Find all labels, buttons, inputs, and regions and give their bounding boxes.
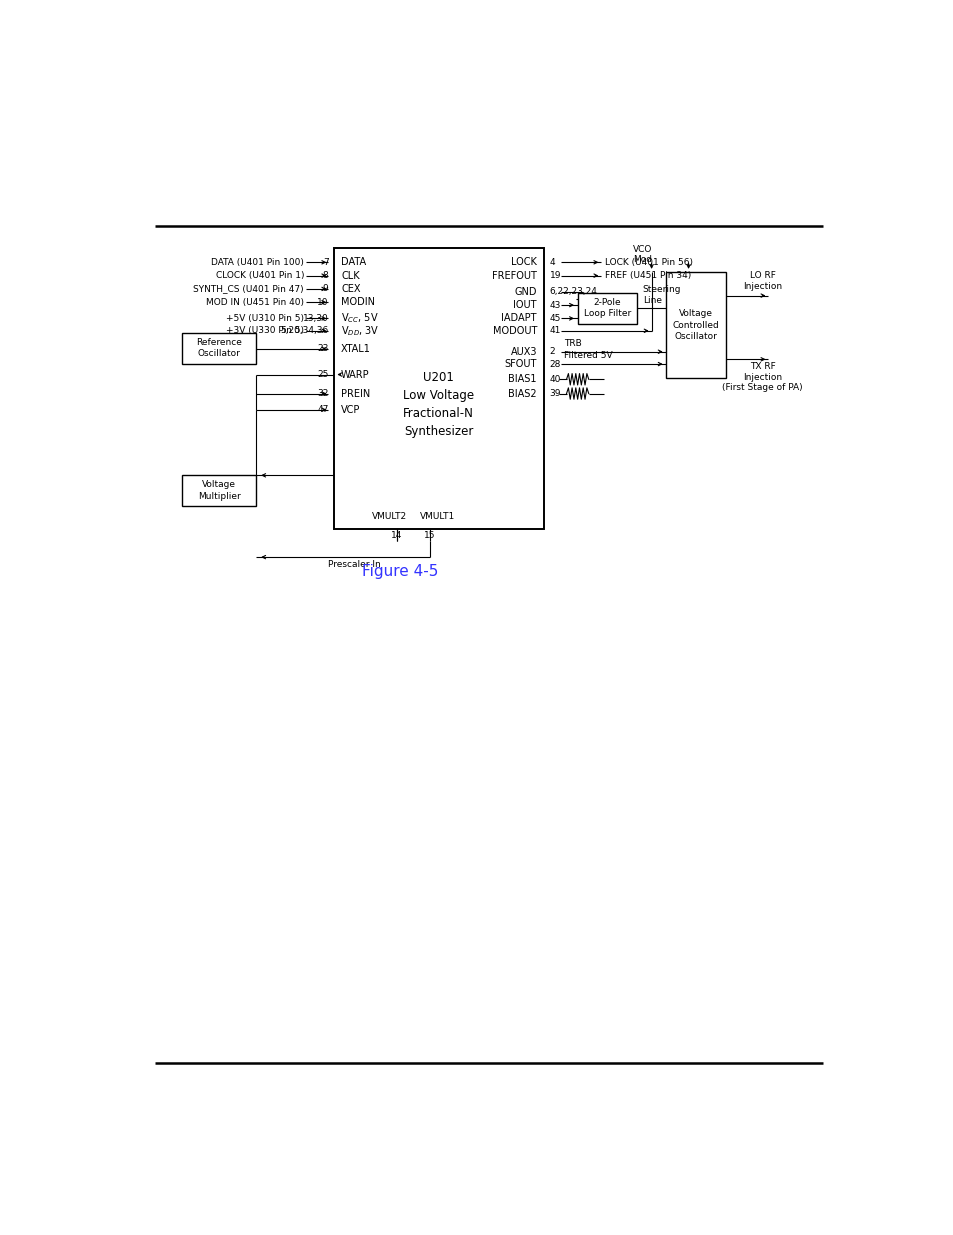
Text: 8: 8 [322, 272, 328, 280]
Text: LO RF
Injection: LO RF Injection [742, 272, 781, 291]
Text: CEX: CEX [341, 284, 360, 294]
Text: DATA (U401 Pin 100): DATA (U401 Pin 100) [211, 258, 304, 267]
Text: 15: 15 [423, 531, 436, 541]
Bar [665, 272, 724, 378]
Text: 2-Pole
Loop Filter: 2-Pole Loop Filter [583, 299, 630, 319]
Text: CLK: CLK [341, 270, 359, 280]
Text: GND: GND [514, 287, 537, 296]
Text: U201
Low Voltage
Fractional-N
Synthesizer: U201 Low Voltage Fractional-N Synthesize… [403, 372, 474, 438]
Text: TX RF
Injection
(First Stage of PA): TX RF Injection (First Stage of PA) [721, 362, 802, 391]
Text: 25: 25 [316, 370, 328, 379]
Text: BIAS1: BIAS1 [508, 374, 537, 384]
Text: IOUT: IOUT [513, 300, 537, 310]
Text: 43: 43 [549, 300, 560, 310]
Text: 47: 47 [316, 405, 328, 414]
Text: FREF (U451 Pin 34): FREF (U451 Pin 34) [604, 272, 691, 280]
Bar [182, 332, 255, 364]
Text: Reference
Oscillator: Reference Oscillator [196, 338, 242, 358]
Text: 40: 40 [549, 374, 560, 384]
Text: 9: 9 [322, 284, 328, 294]
Text: MODIN: MODIN [341, 298, 375, 308]
Bar [334, 248, 544, 529]
Text: VCP: VCP [341, 405, 360, 415]
Text: 45: 45 [549, 314, 560, 322]
Text: V$_{CC}$, 5V: V$_{CC}$, 5V [341, 311, 378, 325]
Text: 19: 19 [549, 272, 560, 280]
Text: IADAPT: IADAPT [501, 314, 537, 324]
Text: 4: 4 [549, 258, 555, 267]
Text: VMULT2: VMULT2 [371, 513, 406, 521]
Text: 7: 7 [322, 258, 328, 267]
Text: +5V (U310 Pin 5): +5V (U310 Pin 5) [226, 314, 304, 322]
Text: Prescaler In: Prescaler In [327, 559, 380, 569]
Text: AUX3: AUX3 [510, 347, 537, 357]
Text: LOCK (U401 Pin 56): LOCK (U401 Pin 56) [604, 258, 692, 267]
Text: TRB: TRB [564, 338, 581, 348]
Text: Voltage
Multiplier: Voltage Multiplier [197, 480, 240, 500]
Text: 10: 10 [316, 298, 328, 306]
Text: 5,20,34,36: 5,20,34,36 [280, 326, 328, 335]
Text: SYNTH_CS (U401 Pin 47): SYNTH_CS (U401 Pin 47) [193, 284, 304, 294]
Text: +3V (U330 Pin 5): +3V (U330 Pin 5) [226, 326, 304, 335]
Text: WARP: WARP [341, 369, 370, 379]
Text: MOD IN (U451 Pin 40): MOD IN (U451 Pin 40) [206, 298, 304, 306]
Text: 39: 39 [549, 389, 560, 398]
Text: Filtered 5V: Filtered 5V [564, 351, 613, 361]
Text: 28: 28 [549, 359, 560, 368]
Text: MODOUT: MODOUT [492, 326, 537, 336]
Text: VMULT1: VMULT1 [419, 513, 455, 521]
Text: 23: 23 [316, 345, 328, 353]
Text: V$_{DD}$, 3V: V$_{DD}$, 3V [341, 324, 379, 337]
Text: 14: 14 [391, 531, 402, 541]
Text: PREIN: PREIN [341, 389, 370, 399]
Text: FREFOUT: FREFOUT [492, 270, 537, 280]
Bar [182, 475, 255, 506]
Text: 2: 2 [549, 347, 555, 356]
Bar [577, 293, 636, 324]
Text: XTAL1: XTAL1 [341, 343, 371, 354]
Text: Steering
Line: Steering Line [642, 285, 680, 305]
Text: 32: 32 [316, 389, 328, 398]
Text: Figure 4-5: Figure 4-5 [361, 564, 438, 579]
Text: VCO
Mod: VCO Mod [633, 245, 652, 264]
Text: CLOCK (U401 Pin 1): CLOCK (U401 Pin 1) [215, 272, 304, 280]
Text: LOCK: LOCK [511, 257, 537, 267]
Text: DATA: DATA [341, 257, 366, 267]
Text: BIAS2: BIAS2 [508, 389, 537, 399]
Text: 41: 41 [549, 326, 560, 335]
Text: 6,22,23,24: 6,22,23,24 [549, 288, 597, 296]
Text: Voltage
Controlled
Oscillator: Voltage Controlled Oscillator [672, 310, 719, 341]
Text: SFOUT: SFOUT [504, 359, 537, 369]
Text: 13,30: 13,30 [302, 314, 328, 322]
